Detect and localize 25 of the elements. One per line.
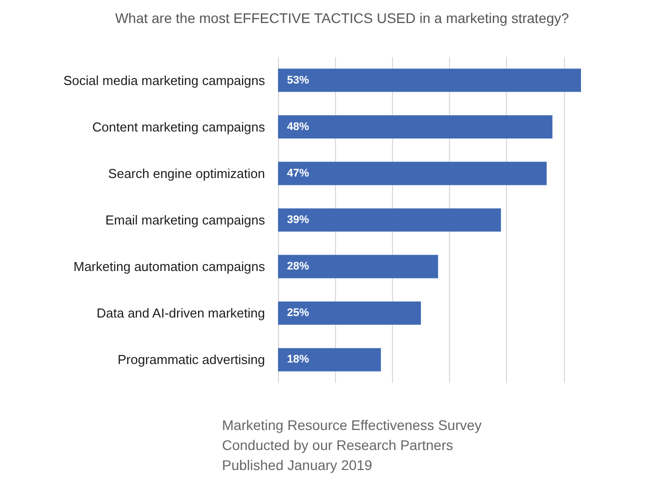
data-label: 47% [287,167,310,180]
data-label: 25% [287,307,310,320]
y-tick-label: Data and AI-driven marketing [96,306,265,321]
data-label: 28% [287,260,310,273]
y-tick-label: Email marketing campaigns [105,212,266,228]
data-label: 53% [287,74,310,86]
bar [278,208,501,232]
text: Conducted by our Research Partners [222,437,454,453]
y-tick-label: Search engine optimization [108,166,265,181]
y-tick-label: Social media marketing campaigns [63,72,266,88]
chart-title: What are the most EFFECTIVE TACTICS USED in a marketing strategy? [115,10,570,26]
data-label: 39% [287,214,310,226]
text: Published January 2019 [222,457,372,473]
bar [278,348,381,372]
text: Marketing Resource Effectiveness Survey [222,417,482,433]
bar [278,115,552,138]
y-tick-label: Marketing automation campaigns [74,259,266,274]
bar [278,302,421,325]
data-label: 18% [287,354,310,366]
data-label: 48% [287,120,310,133]
bar [278,68,581,92]
y-tick-label: Content marketing campaigns [92,119,266,134]
bar [278,162,547,186]
y-tick-label: Programmatic advertising [118,352,265,368]
bar [278,254,438,278]
